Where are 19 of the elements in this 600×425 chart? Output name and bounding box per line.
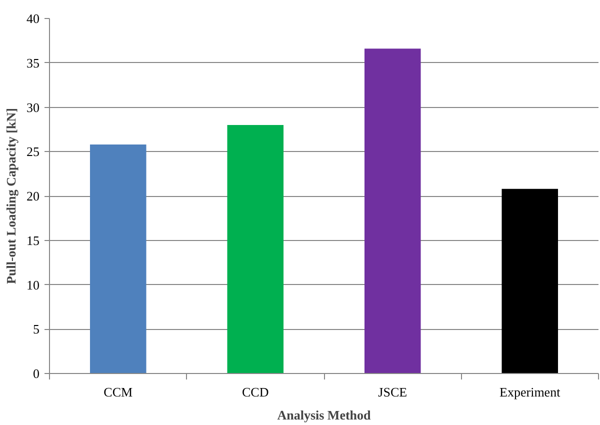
y-tick-label: 25	[26, 144, 40, 160]
x-tick-label: JSCE	[378, 384, 408, 400]
bar	[502, 188, 558, 374]
bar	[227, 125, 284, 374]
y-tick-label: 15	[26, 232, 40, 248]
bar	[364, 48, 421, 374]
y-axis-title: Pull-out Loading Capacity [kN]	[4, 108, 18, 284]
y-tick-label: 0	[33, 366, 40, 381]
y-tick-label: 40	[26, 11, 40, 26]
y-tick-label: 5	[33, 322, 40, 337]
x-tick-label: CCM	[104, 384, 134, 400]
y-tick-label: 30	[26, 100, 40, 115]
y-tick-label: 10	[26, 277, 40, 292]
x-axis-title: Analysis Method	[277, 408, 372, 422]
x-tick-label: CCD	[242, 384, 269, 400]
x-tick-label: Experiment	[500, 384, 561, 400]
bar	[90, 144, 146, 374]
y-tick-label: 20	[26, 188, 40, 204]
y-tick-label: 35	[26, 55, 40, 70]
